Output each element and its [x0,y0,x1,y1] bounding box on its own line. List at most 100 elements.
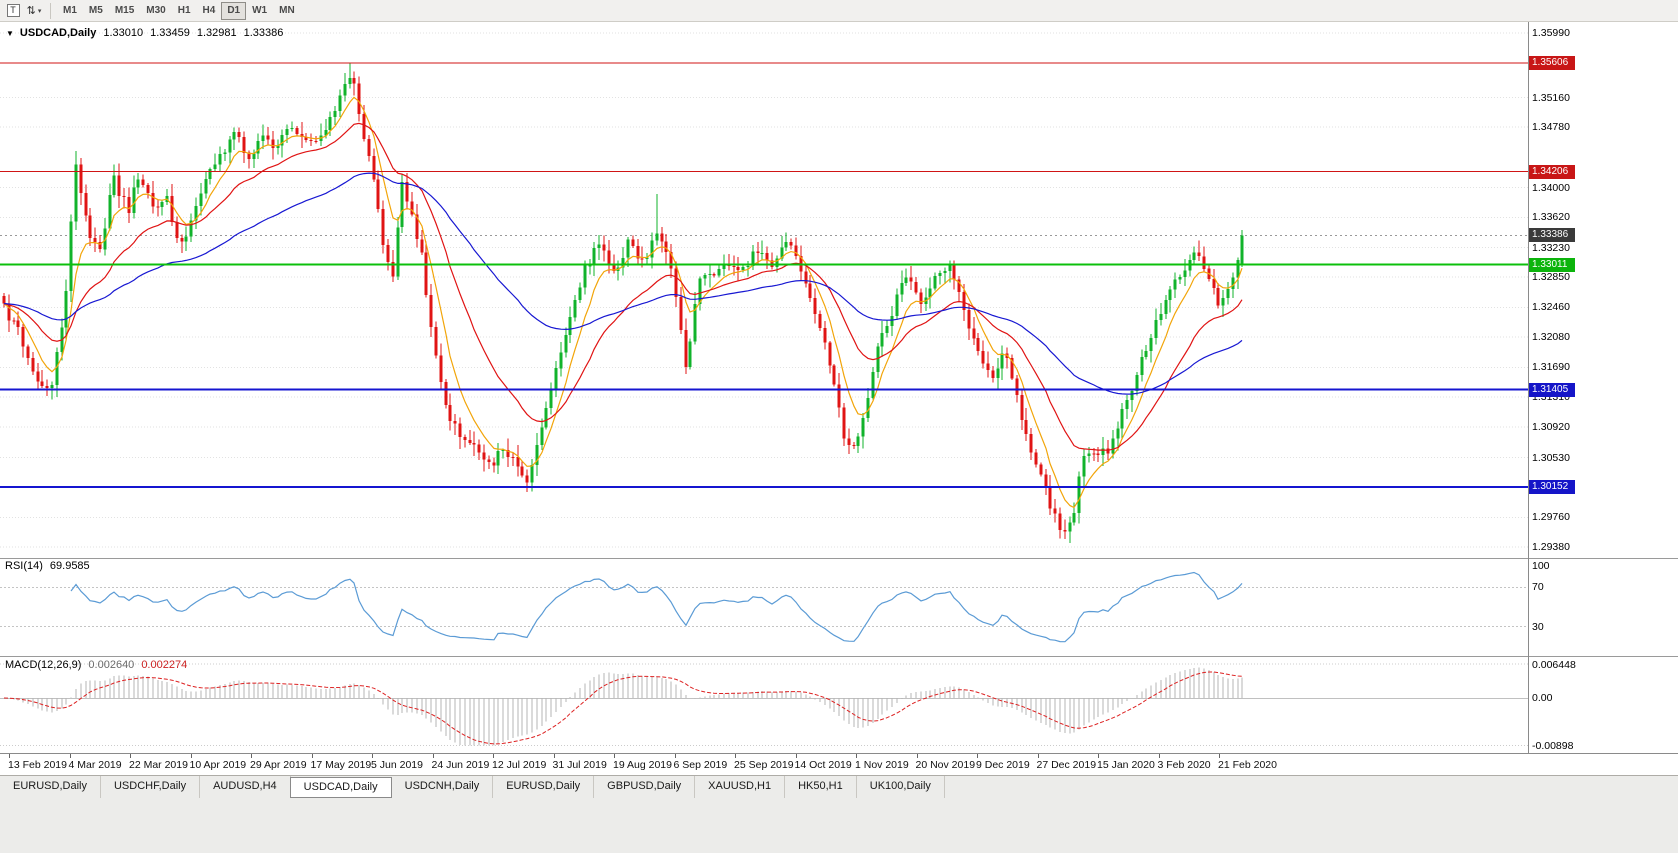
date-label: 25 Sep 2019 [734,759,794,771]
time-tick [1219,754,1220,758]
date-label: 15 Jan 2020 [1097,759,1155,771]
date-label: 19 Aug 2019 [613,759,672,771]
time-tick [795,754,797,758]
tab-eurusd-daily[interactable]: EURUSD,Daily [0,776,101,798]
price-label: 1.33620 [1532,211,1570,223]
date-label: 21 Feb 2020 [1218,759,1277,771]
tab-xauusd-h1[interactable]: XAUUSD,H1 [695,776,786,798]
date-label: 14 Oct 2019 [794,759,852,771]
time-tick [130,754,131,758]
timeframe-button-m15[interactable]: M15 [114,4,135,16]
ohlc-high: 1.33459 [150,27,190,39]
date-label: 6 Sep 2019 [673,759,728,771]
time-tick [372,754,373,758]
timeframe-button-d1[interactable]: D1 [221,1,247,20]
price-label: 1.29760 [1532,511,1570,523]
toolbar-separator [50,2,51,19]
date-label: 27 Dec 2019 [1036,759,1097,771]
time-tick [1158,754,1160,758]
price-tag: 1.33011 [1529,258,1575,272]
tab-gbpusd-daily[interactable]: GBPUSD,Daily [594,776,696,798]
time-tick [1098,754,1099,758]
tab-usdcad-daily[interactable]: USDCAD,Daily [289,777,392,798]
time-tick [432,754,434,758]
time-tick [856,754,857,758]
price-label: 1.33230 [1532,242,1570,254]
chart-template-icon: T [6,4,20,17]
date-label: 4 Mar 2019 [68,759,122,771]
date-label: 31 Jul 2019 [552,759,607,771]
date-label: 13 Feb 2019 [8,759,67,771]
price-label: 1.32460 [1532,301,1570,313]
price-label: 1.34000 [1532,182,1570,194]
price-chart-canvas[interactable] [0,22,1678,753]
timeframe-buttons: M1 M5 M15 M30 H1 H4 D1 W1 MN [57,1,301,20]
macd-indicator-label: MACD(12,26,9) 0.002640 0.002274 [5,659,187,671]
rsi-name: RSI(14) [5,560,43,572]
timeframe-button-m1[interactable]: M1 [63,4,77,16]
rsi-axis-label: 100 [1532,560,1550,572]
chart-header: ▼ USDCAD,Daily 1.33010 1.33459 1.32981 1… [6,27,283,39]
date-label: 3 Feb 2020 [1157,759,1211,771]
rsi-axis-label: 70 [1532,581,1544,593]
tab-usdchf-daily[interactable]: USDCHF,Daily [101,776,201,798]
time-tick [69,754,71,758]
tab-audusd-h4[interactable]: AUDUSD,H4 [200,776,291,798]
rsi-axis-label: 30 [1532,621,1544,633]
timeframe-button-h4[interactable]: H4 [202,4,216,16]
price-label: 1.32080 [1532,331,1570,343]
toolbar: T ⇅ ▾ M1 M5 M15 M30 H1 H4 D1 W1 MN [0,0,1678,22]
time-tick [553,754,555,758]
price-tag: 1.35606 [1529,56,1575,70]
date-label: 22 Mar 2019 [129,759,188,771]
time-tick [311,754,313,758]
price-label: 1.35160 [1532,92,1570,104]
time-tick [735,754,736,758]
time-tick [977,754,978,758]
timeframe-button-m5[interactable]: M5 [88,4,103,16]
ohlc-close: 1.33386 [243,27,284,39]
symbol-dropdown-icon[interactable]: ▼ [6,28,14,38]
tab-eurusd-daily[interactable]: EURUSD,Daily [493,776,595,798]
date-label: 9 Dec 2019 [976,759,1030,771]
price-tag: 1.33386 [1529,228,1575,242]
price-label: 1.30530 [1532,452,1570,464]
chart-template-button[interactable]: T [3,2,23,20]
date-label: 10 Apr 2019 [189,759,247,771]
cursor-icon: ⇅ [26,5,36,17]
time-tick [916,754,918,758]
price-label: 1.31690 [1532,361,1570,373]
chevron-down-icon: ▾ [37,7,42,15]
time-axis[interactable]: 13 Feb 2019 4 Mar 2019 22 Mar 2019 10 Apr 2… [0,753,1678,775]
date-label: 1 Nov 2019 [855,759,909,771]
time-tick [190,754,192,758]
time-tick [251,754,252,758]
price-tag: 1.34206 [1529,165,1575,179]
tab-hk50-h1[interactable]: HK50,H1 [785,776,857,798]
macd-axis-label: 0.006448 [1532,659,1576,671]
timeframe-button-w1[interactable]: W1 [252,4,268,16]
timeframe-button-mn[interactable]: MN [279,4,295,16]
cursor-mode-button[interactable]: ⇅ ▾ [24,2,44,20]
price-tag: 1.31405 [1529,383,1575,397]
date-label: 17 May 2019 [310,759,372,771]
rsi-value: 69.9585 [49,560,90,572]
date-label: 24 Jun 2019 [431,759,490,771]
ohlc-open: 1.33010 [103,27,144,39]
macd-axis-label: 0.00 [1532,692,1553,704]
date-label: 12 Jul 2019 [492,759,547,771]
time-tick [493,754,494,758]
price-label: 1.32850 [1532,271,1570,283]
chart-tabs: EURUSD,Daily USDCHF,Daily AUDUSD,H4 USDCAD,… [0,776,1678,798]
time-tick [9,754,10,758]
tab-usdcnh-daily[interactable]: USDCNH,Daily [392,776,494,798]
price-label: 1.35990 [1532,27,1570,39]
timeframe-button-h1[interactable]: H1 [177,4,191,16]
price-label: 1.34780 [1532,121,1570,133]
rsi-indicator-label: RSI(14) 69.9585 [5,560,90,572]
timeframe-button-m30[interactable]: M30 [146,4,166,16]
tab-uk100-daily[interactable]: UK100,Daily [857,776,945,798]
bottom-strip: EURUSD,Daily USDCHF,Daily AUDUSD,H4 USDCAD,… [0,775,1678,853]
macd-name: MACD(12,26,9) [5,659,82,671]
